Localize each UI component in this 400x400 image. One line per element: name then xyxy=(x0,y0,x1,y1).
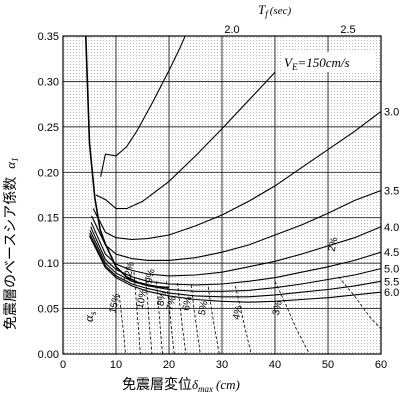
alpha-s-curve xyxy=(145,276,153,354)
period-label: 4.5 xyxy=(384,247,399,259)
alpha-s-curve xyxy=(177,283,187,354)
x-tick-label: 50 xyxy=(322,359,334,371)
y-tick-label: 0.05 xyxy=(38,304,59,316)
period-curve-6.0 xyxy=(89,235,381,303)
y-axis-title: 免震層のベースシア係数 α1 xyxy=(2,157,20,330)
x-tick-label: 30 xyxy=(216,359,228,371)
alpha-s-curve xyxy=(338,276,381,329)
y-tick-label: 0.00 xyxy=(38,349,59,361)
x-tick-label: 60 xyxy=(375,359,387,371)
velocity-annotation-bg xyxy=(282,52,376,72)
alpha-s-curve xyxy=(274,281,310,354)
period-curve-3.0 xyxy=(92,110,381,241)
x-axis-symbol: δ xyxy=(192,377,199,392)
period-curve-5.0 xyxy=(89,230,381,292)
alpha-s-percent-label: 7% xyxy=(165,295,179,312)
alpha-s-curve xyxy=(234,285,252,354)
y-tick-label: 0.10 xyxy=(38,258,59,270)
alpha-s-curve xyxy=(166,281,175,354)
alpha-s-curve xyxy=(155,281,163,354)
alpha-s-percent-label: 4% xyxy=(231,304,245,321)
y-axis-label: 免震層のベースシア係数 xyxy=(2,177,18,330)
period-label: 5.0 xyxy=(384,264,399,276)
period-label: 6.0 xyxy=(384,287,399,299)
period-label: 4.0 xyxy=(384,222,399,234)
period-label: 3.0 xyxy=(384,106,399,118)
alpha-s-curve xyxy=(133,272,141,354)
alpha-s-percent-label: 12% xyxy=(122,261,137,283)
x-tick-label: 10 xyxy=(110,359,122,371)
period-curve-3.5 xyxy=(91,189,381,261)
alpha-s-percent-label: 9% xyxy=(144,268,158,285)
period-curve-2.5 xyxy=(95,71,276,210)
alpha-s-percent-label: 2% xyxy=(327,236,341,253)
velocity-subscript: E xyxy=(291,62,298,72)
x-axis-title: 免震層変位δmax (cm) xyxy=(122,376,240,394)
y-tick-label: 0.30 xyxy=(38,76,59,88)
period-curve-5.5 xyxy=(89,232,381,298)
period-curve-2.0 xyxy=(100,36,186,177)
top-axis-subscript: f xyxy=(265,9,269,19)
alpha-s-percent-label: 10% xyxy=(135,288,150,310)
alpha-s-label: αs xyxy=(81,311,98,322)
velocity-prefix: V xyxy=(284,55,294,70)
y-tick-label: 0.20 xyxy=(38,167,59,179)
y-axis-symbol: α xyxy=(3,161,18,169)
tick-layer: 0 10 20 30 40 50 60 0.00 0.05 0.10 0.15 0.20 0.25 0.3… xyxy=(38,31,388,371)
x-tick-label: 0 xyxy=(60,359,66,371)
period-curve-4.0 xyxy=(90,222,381,277)
alpha-s-percent-label: 6% xyxy=(181,295,195,312)
period-curve-4.5 xyxy=(90,226,381,286)
top-axis-title: Tf (sec) xyxy=(258,2,291,19)
top-axis-unit: (sec) xyxy=(270,5,292,17)
alpha-s-curve xyxy=(207,286,220,354)
alpha-s-percent-label: 8% xyxy=(155,291,169,308)
alpha-s-percent-label: 5% xyxy=(197,300,211,317)
velocity-annotation: VE=150cm/s xyxy=(282,52,376,72)
x-tick-label: 20 xyxy=(163,359,175,371)
envelope-curve xyxy=(85,36,170,289)
top-axis-symbol: T xyxy=(258,2,266,17)
plot-frame xyxy=(62,35,382,355)
alpha-s-percent-label: 15% xyxy=(108,292,123,314)
period-label: 2.0 xyxy=(224,24,239,36)
x-axis-unit: (cm) xyxy=(216,377,240,392)
x-axis-subscript: max xyxy=(198,384,213,394)
y-tick-label: 0.35 xyxy=(38,31,59,43)
alpha-s-symbol: α xyxy=(81,314,96,322)
velocity-annotation-text: VE=150cm/s xyxy=(284,55,350,72)
alpha-s-subscript: s xyxy=(88,311,98,315)
period-label: 2.5 xyxy=(340,24,355,36)
period-label: 3.5 xyxy=(384,185,399,197)
alpha-s-curve xyxy=(118,294,126,354)
x-tick-label: 40 xyxy=(269,359,281,371)
alpha-s-curve xyxy=(190,284,201,354)
y-axis-subscript: 1 xyxy=(10,157,20,162)
alpha-s-percent-label: 3% xyxy=(271,300,285,317)
y-tick-label: 0.15 xyxy=(38,213,59,225)
period-label: 5.5 xyxy=(384,276,399,288)
label-layer: 2.0 2.5 3.0 3.5 4.0 4.5 5.05.56.0 15% 12% 10% 9% 8%… xyxy=(108,24,400,321)
curve-layer xyxy=(85,36,381,354)
velocity-value: =150cm/s xyxy=(297,55,349,70)
x-axis-label: 免震層変位 xyxy=(122,376,192,392)
y-tick-label: 0.25 xyxy=(38,122,59,134)
